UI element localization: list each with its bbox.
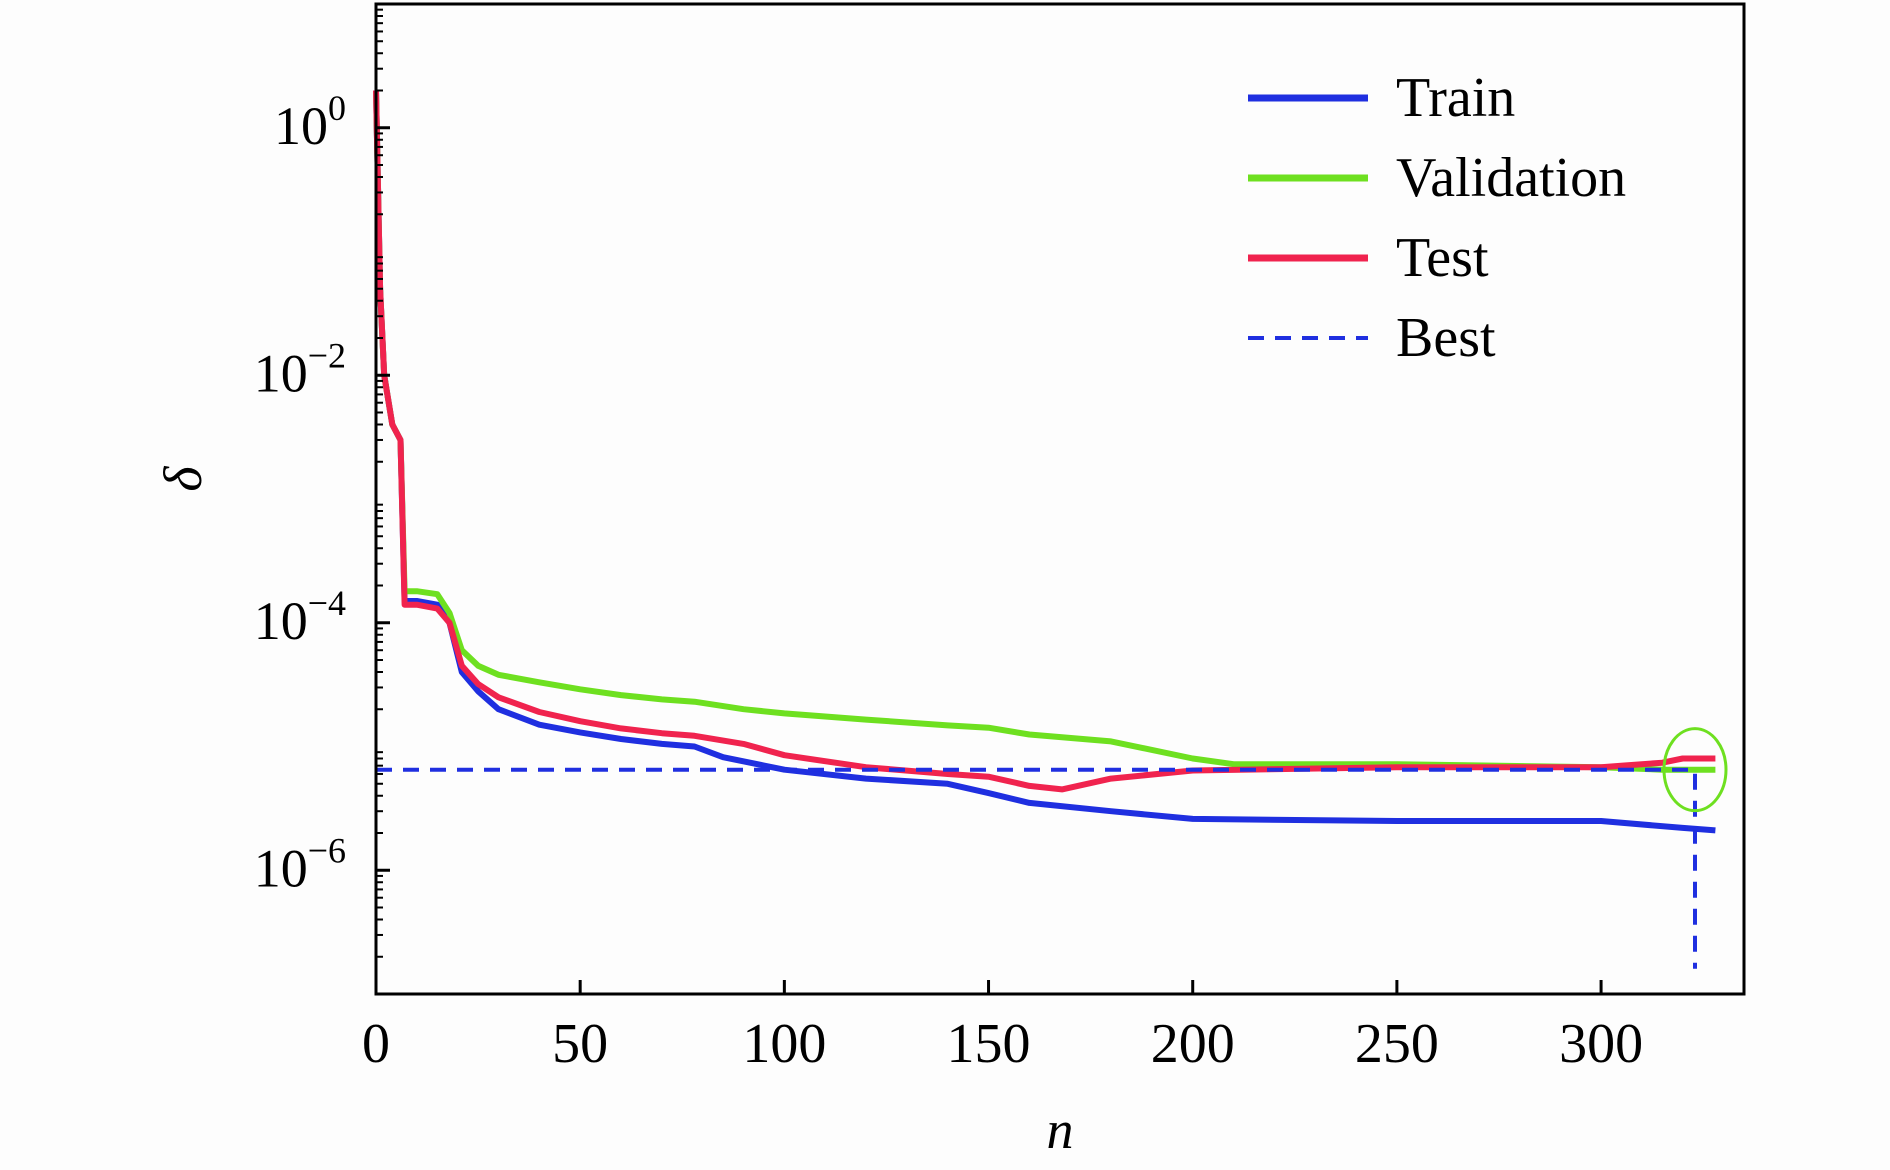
best-point-circle — [1662, 727, 1728, 813]
y-tick-label: 10−4 — [254, 583, 346, 651]
series-layer — [373, 90, 1716, 969]
legend-label-best: Best — [1396, 307, 1496, 369]
series-line-best — [376, 767, 1697, 969]
legend-label-train: Train — [1396, 67, 1515, 129]
x-tick-label: 100 — [742, 1013, 826, 1075]
y-tick-label: 10−6 — [254, 830, 346, 898]
plot-frame — [374, 2, 1746, 996]
x-tick-label: 50 — [552, 1013, 608, 1075]
y-tick-label: 100 — [274, 88, 346, 156]
y-tick-label: 10−2 — [254, 335, 346, 403]
legend-label-test: Test — [1396, 227, 1489, 289]
annotation-layer — [1662, 727, 1728, 813]
x-axis: 0 50 100 150 200 250 300 — [362, 980, 1643, 1075]
y-axis-title: δ — [153, 466, 213, 492]
legend-label-validation: Validation — [1396, 147, 1626, 209]
x-tick-label: 250 — [1355, 1013, 1439, 1075]
minor-tick-layer — [376, 8, 383, 958]
y-axis: 100 10−2 10−4 10−6 — [254, 88, 390, 898]
x-tick-label: 0 — [362, 1013, 390, 1075]
legend: Train Validation Test Best — [1248, 67, 1626, 369]
x-tick-label: 200 — [1151, 1013, 1235, 1075]
x-axis-title: n — [1047, 1100, 1074, 1160]
x-tick-label: 300 — [1559, 1013, 1643, 1075]
x-tick-label: 150 — [947, 1013, 1031, 1075]
